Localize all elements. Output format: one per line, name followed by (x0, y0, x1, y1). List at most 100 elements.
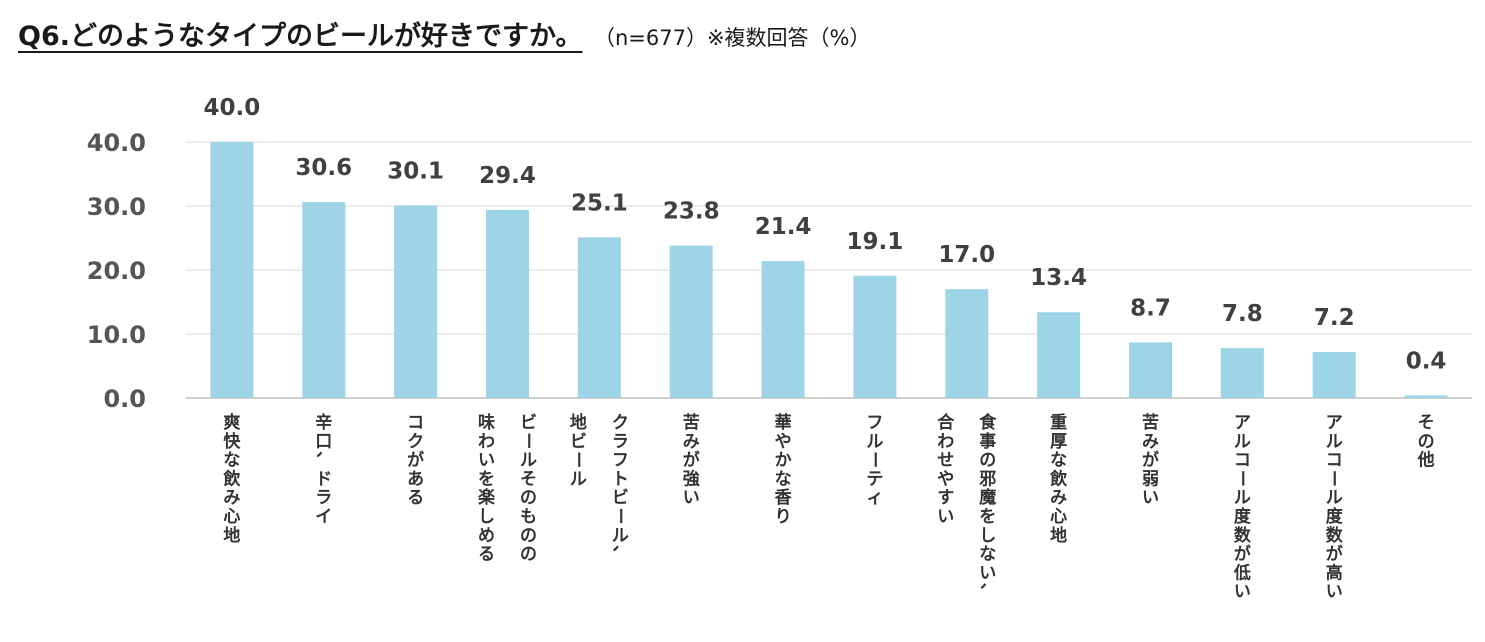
y-tick-label: 20.0 (87, 257, 146, 285)
category-label-char: な (979, 545, 996, 565)
data-label: 13.4 (1030, 265, 1087, 291)
bar (945, 289, 989, 398)
category-label-char: 苦 (683, 412, 700, 433)
category-label-char: み (223, 488, 240, 508)
y-tick-label: 0.0 (103, 385, 146, 413)
category-label-char: コ (1234, 451, 1251, 471)
category-label-char: 他 (1417, 450, 1435, 471)
category-label-char: や (937, 469, 954, 489)
chart-title-block: Q6.どのようなタイプのビールが好きですか。 （n=677）※複数回答（%） (18, 14, 871, 54)
category-label-char: 心 (223, 507, 240, 527)
category-label-char: ク (612, 413, 629, 433)
category-label-char: わ (478, 432, 495, 452)
category-label-char: の (520, 526, 537, 546)
category-label-char: 邪 (978, 469, 996, 489)
category-label-char: 度 (1234, 506, 1252, 527)
category-label-char: の (1418, 432, 1435, 452)
category-label-char: ビ (570, 432, 587, 452)
category-label-char: ー (1323, 470, 1343, 487)
category-label-char: の (979, 451, 996, 471)
category-label-char: 地 (1050, 525, 1067, 546)
chart-subtitle: （n=677）※複数回答（%） (604, 26, 871, 50)
data-label: 0.4 (1406, 348, 1447, 374)
category-label-char: 地 (223, 525, 240, 546)
category-label-char: 香 (775, 488, 792, 508)
bar (1220, 348, 1264, 398)
category-label-char: が (1142, 450, 1159, 471)
gridlines (186, 141, 1472, 399)
category-label-char: ク (407, 432, 424, 452)
category-label-char: イ (315, 507, 332, 527)
category-label-char: ィ (866, 488, 883, 508)
data-label: 30.6 (295, 155, 352, 181)
bar (302, 202, 346, 398)
category-label-char: 口 (315, 432, 332, 452)
category-label-char: フ (612, 451, 629, 471)
y-tick-label: 10.0 (87, 321, 146, 349)
bar (761, 261, 805, 398)
category-label-char: い (1326, 582, 1343, 602)
category-label-char: み (1050, 488, 1067, 508)
bar (1312, 351, 1356, 398)
bar (577, 237, 621, 398)
category-label-char: 数 (1326, 525, 1344, 546)
data-label: 29.4 (479, 163, 536, 189)
category-label-char: フ (866, 413, 883, 433)
category-label-char: ル (612, 526, 629, 546)
category-label-char: を (979, 507, 996, 527)
category-label-char: い (979, 563, 996, 583)
category-label-char: ー (864, 451, 884, 468)
category-label-char: ー (518, 432, 538, 449)
category-label-char: 味 (478, 412, 495, 433)
bar (669, 245, 713, 398)
category-label-char: め (478, 526, 495, 546)
category-label-char: 快 (223, 431, 241, 452)
category-label-char: 地 (570, 412, 587, 433)
category-label-char: が (1326, 544, 1343, 565)
category-labels: 爽快な飲み心地辛口、ドライコクがあるビールそのものの味わいを楽しめるクラフトビー… (222, 412, 1434, 602)
category-label-char: ル (866, 432, 883, 452)
category-label-char: 、 (609, 545, 629, 562)
category-label-char: が (407, 450, 424, 471)
category-label-char: る (407, 488, 424, 508)
category-label-char: 、 (313, 451, 333, 468)
category-label-char: 高 (1326, 562, 1343, 583)
category-label-char: ド (315, 469, 332, 489)
category-label-char: の (520, 545, 537, 565)
bar (486, 209, 529, 398)
y-axis-ticks: 0.0 10.0 20.0 30.0 40.0 (87, 129, 146, 413)
category-label-char: 食 (979, 412, 997, 433)
y-tick-label: 30.0 (87, 193, 146, 221)
category-label-char: 苦 (1142, 412, 1159, 433)
category-label-char: い (1142, 488, 1159, 508)
y-tick-label: 40.0 (87, 129, 146, 157)
category-label-char: ア (1326, 413, 1343, 433)
category-label-char: ー (1231, 470, 1251, 487)
category-label-char: み (1142, 432, 1159, 452)
category-label-char: せ (937, 451, 954, 471)
category-label-char: 事 (979, 432, 996, 452)
category-label-char: ビ (520, 413, 537, 433)
bar (210, 142, 254, 398)
data-label: 7.8 (1222, 301, 1263, 327)
data-label: 30.1 (387, 158, 444, 184)
bar (1404, 395, 1448, 398)
category-label-char: 度 (1326, 506, 1344, 527)
category-label-char: 重 (1050, 412, 1067, 433)
category-label-char: や (775, 432, 792, 452)
category-label-char: ビ (612, 488, 629, 508)
category-label-char: み (683, 432, 700, 452)
data-label: 8.7 (1130, 295, 1171, 321)
category-label-char: が (1234, 544, 1251, 565)
category-label-char: り (775, 507, 792, 527)
category-label-char: な (775, 469, 792, 489)
category-label-char: 低 (1233, 562, 1251, 583)
category-label-char: ー (609, 508, 629, 525)
category-label-char: そ (1418, 413, 1435, 433)
category-label-char: コ (407, 413, 424, 433)
category-label-char: ル (520, 451, 537, 471)
category-label-char: ト (612, 469, 629, 489)
bar (853, 275, 897, 398)
data-label: 17.0 (938, 242, 995, 268)
